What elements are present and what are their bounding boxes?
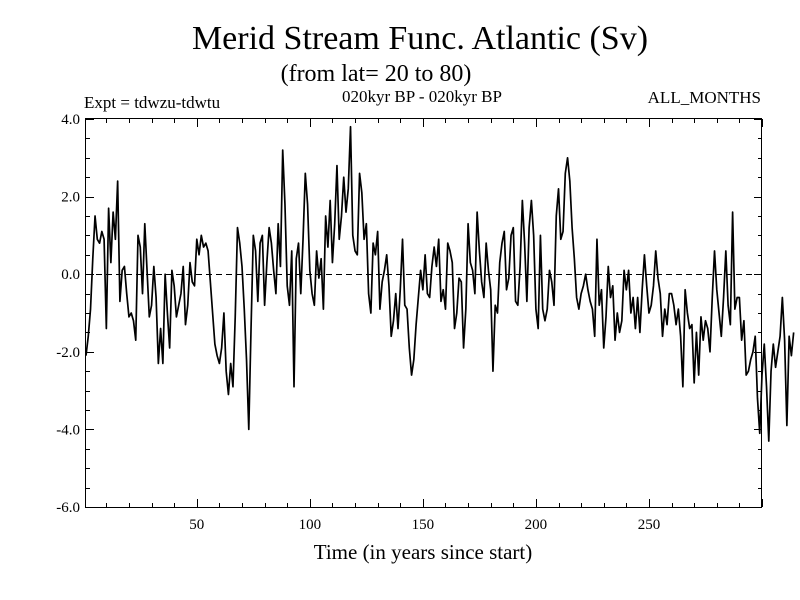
y-tick-label: 2.0 [61,190,80,206]
season-label: ALL_MONTHS [648,88,761,107]
chart-title: Merid Stream Func. Atlantic (Sv) [192,20,648,57]
x-axis-label: Time (in years since start) [314,540,533,564]
y-tick-label: -6.0 [56,500,80,516]
series-line [85,125,795,442]
y-tick-label: -4.0 [56,422,80,438]
x-tick-label: 200 [525,517,548,533]
x-tick-label: 250 [638,517,661,533]
period-label: 020kyr BP - 020kyr BP [342,87,502,106]
x-tick-label: 50 [189,517,204,533]
x-tick-label: 150 [412,517,435,533]
axis-tick-labels: -6.0 -4.0 -2.0 0.0 2.0 4.0 50 100 150 200 250 [56,112,660,533]
experiment-label: Expt = tdwzu-tdwtu [84,93,221,112]
chart-subtitle: (from lat= 20 to 80) [281,61,472,87]
x-tick-label: 100 [299,517,322,533]
y-tick-label: -2.0 [56,345,80,361]
y-tick-label: 4.0 [61,112,80,128]
y-tick-label: 0.0 [61,267,80,283]
